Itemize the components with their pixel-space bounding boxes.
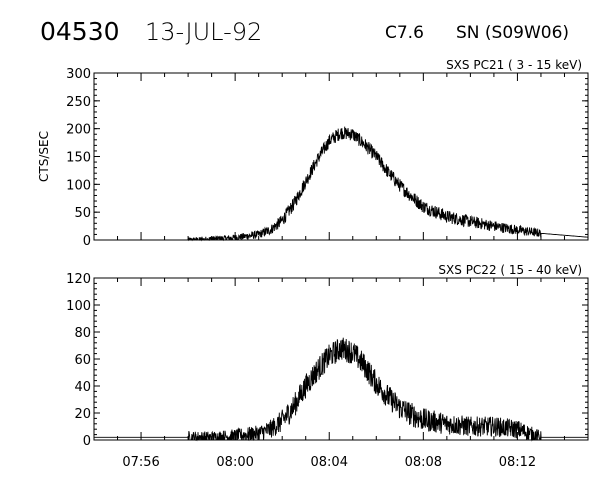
- x-tick-label: 08:08: [405, 455, 442, 470]
- y-tick-label: 0: [83, 234, 91, 249]
- channel-label: SXS PC21 ( 3 - 15 keV): [446, 58, 582, 72]
- x-tick-label: 08:12: [499, 455, 536, 470]
- y-axis-label: CTS/SEC: [37, 131, 51, 182]
- y-tick-label: 60: [74, 353, 91, 368]
- channel-label: SXS PC22 ( 15 - 40 keV): [438, 263, 582, 277]
- y-tick-label: 100: [66, 299, 91, 314]
- x-tick-label: 07:56: [122, 455, 159, 470]
- y-tick-label: 20: [74, 407, 91, 422]
- x-tick-label: 08:04: [311, 455, 348, 470]
- y-tick-label: 0: [83, 434, 91, 449]
- panel-pc21: SXS PC21 ( 3 - 15 keV) CTS/SEC 0 50 100 150 20…: [37, 58, 589, 249]
- plot-frame: [93, 277, 589, 441]
- plot-frame: [93, 72, 589, 241]
- flare-location: SN (S09W06): [456, 23, 569, 43]
- y-tick-label: 50: [74, 206, 91, 221]
- x-tick-label: 08:00: [216, 455, 253, 470]
- event-date: 13-JUL-92: [145, 18, 262, 46]
- y-tick-label: 150: [66, 151, 91, 166]
- y-tick-label: 120: [66, 272, 91, 287]
- y-tick-label: 100: [66, 178, 91, 193]
- flare-class: C7.6: [385, 23, 424, 43]
- count-rate-series: [94, 126, 588, 242]
- event-number: 04530: [40, 17, 120, 46]
- y-tick-label: 250: [66, 95, 91, 110]
- y-tick-label: 80: [74, 326, 91, 341]
- count-rate-series: [94, 337, 588, 442]
- y-tick-label: 200: [66, 123, 91, 138]
- y-tick-label: 300: [66, 67, 91, 82]
- panel-pc22: SXS PC22 ( 15 - 40 keV) 0 20 40 60 80 100 120 07…: [66, 263, 589, 470]
- y-tick-label: 40: [74, 380, 91, 395]
